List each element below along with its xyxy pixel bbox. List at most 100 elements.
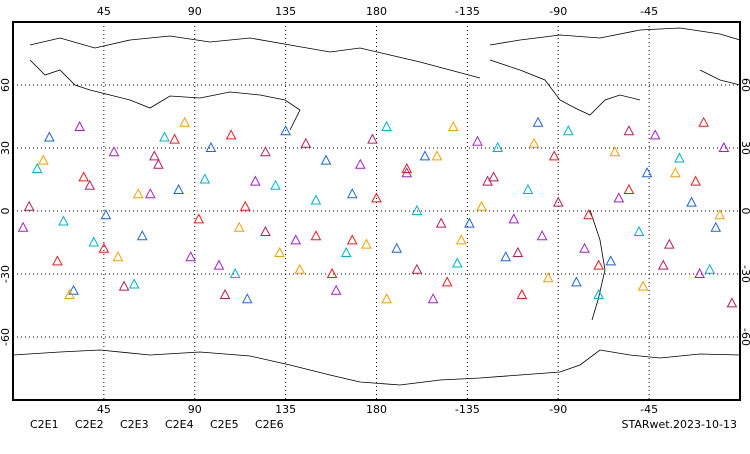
point bbox=[225, 129, 237, 140]
point bbox=[159, 131, 170, 142]
legend-entry: C2E2 bbox=[75, 418, 104, 431]
point bbox=[294, 263, 306, 274]
point bbox=[100, 209, 112, 220]
point bbox=[118, 280, 130, 291]
point bbox=[411, 263, 423, 274]
point bbox=[419, 150, 431, 161]
x-tick-label-bottom: 90 bbox=[188, 403, 202, 416]
legend-entry: C2E3 bbox=[120, 418, 149, 431]
point bbox=[136, 230, 148, 241]
point bbox=[698, 116, 709, 127]
point bbox=[623, 125, 635, 136]
point bbox=[239, 200, 251, 211]
point bbox=[326, 267, 338, 278]
point bbox=[132, 188, 144, 199]
point bbox=[522, 183, 534, 194]
point bbox=[488, 171, 499, 182]
y-tick-label-left: 30 bbox=[0, 141, 12, 155]
legend-entry: C2E1 bbox=[30, 418, 59, 431]
point bbox=[579, 242, 590, 253]
coastline-north bbox=[29, 27, 741, 131]
point bbox=[112, 251, 124, 262]
point bbox=[31, 162, 43, 173]
point bbox=[199, 173, 211, 184]
point bbox=[536, 230, 548, 241]
point bbox=[213, 259, 225, 270]
point bbox=[670, 167, 681, 178]
point bbox=[68, 284, 79, 295]
point bbox=[516, 288, 528, 299]
point bbox=[381, 293, 392, 304]
point bbox=[623, 183, 635, 194]
point bbox=[229, 267, 241, 278]
point bbox=[472, 135, 483, 146]
point bbox=[726, 297, 738, 308]
point bbox=[52, 255, 63, 266]
x-tick-label-bottom: 180 bbox=[366, 403, 387, 416]
point bbox=[128, 278, 140, 289]
point bbox=[185, 251, 197, 262]
point bbox=[74, 120, 85, 131]
x-tick-label-bottom: -90 bbox=[549, 403, 567, 416]
x-tick-label-top: 45 bbox=[97, 5, 111, 18]
point bbox=[17, 221, 29, 232]
point bbox=[193, 213, 205, 224]
point bbox=[367, 133, 378, 144]
point bbox=[108, 146, 120, 157]
point bbox=[552, 196, 564, 207]
point bbox=[690, 175, 701, 186]
point bbox=[346, 188, 358, 199]
point bbox=[241, 293, 253, 304]
point bbox=[23, 200, 35, 211]
point bbox=[532, 116, 544, 127]
x-tick-label-top: 90 bbox=[188, 5, 202, 18]
point bbox=[169, 133, 180, 144]
y-tick-label-left: 60 bbox=[0, 78, 12, 92]
point bbox=[371, 192, 382, 203]
run-label: STARwet.2023-10-13 bbox=[621, 418, 737, 431]
x-tick-label-top: 180 bbox=[366, 5, 387, 18]
point bbox=[593, 259, 604, 270]
point bbox=[508, 213, 520, 224]
point bbox=[98, 242, 110, 253]
x-tick-label-top: -135 bbox=[455, 5, 480, 18]
legend-entry: C2E5 bbox=[210, 418, 239, 431]
coastline-antarctica bbox=[12, 349, 741, 386]
point bbox=[694, 267, 705, 278]
point bbox=[718, 141, 730, 152]
point bbox=[435, 217, 447, 228]
point bbox=[219, 288, 231, 299]
point bbox=[441, 276, 453, 287]
point bbox=[320, 154, 332, 165]
x-tick-label-bottom: 135 bbox=[275, 403, 296, 416]
x-tick-label-bottom: -135 bbox=[455, 403, 480, 416]
point bbox=[476, 200, 487, 211]
y-tick-label-right: -30 bbox=[739, 265, 750, 283]
point bbox=[179, 116, 190, 127]
point bbox=[149, 150, 160, 161]
point bbox=[346, 234, 358, 245]
point bbox=[280, 125, 291, 136]
x-tick-label-top: -45 bbox=[640, 5, 658, 18]
point bbox=[330, 284, 342, 295]
coastline-south-america bbox=[589, 209, 606, 321]
coastlines bbox=[12, 27, 741, 386]
point bbox=[44, 131, 55, 142]
point bbox=[205, 141, 217, 152]
point bbox=[455, 234, 467, 245]
point bbox=[674, 152, 685, 163]
point bbox=[260, 146, 271, 157]
point bbox=[447, 120, 459, 131]
point bbox=[233, 221, 245, 232]
point bbox=[704, 263, 716, 274]
point bbox=[173, 183, 184, 194]
y-tick-label-left: -30 bbox=[0, 265, 12, 283]
point bbox=[605, 255, 617, 266]
point bbox=[340, 246, 352, 257]
y-tick-label-right: 30 bbox=[739, 141, 750, 155]
point bbox=[355, 158, 366, 169]
point bbox=[58, 215, 69, 226]
point bbox=[563, 125, 574, 136]
point bbox=[153, 158, 164, 169]
